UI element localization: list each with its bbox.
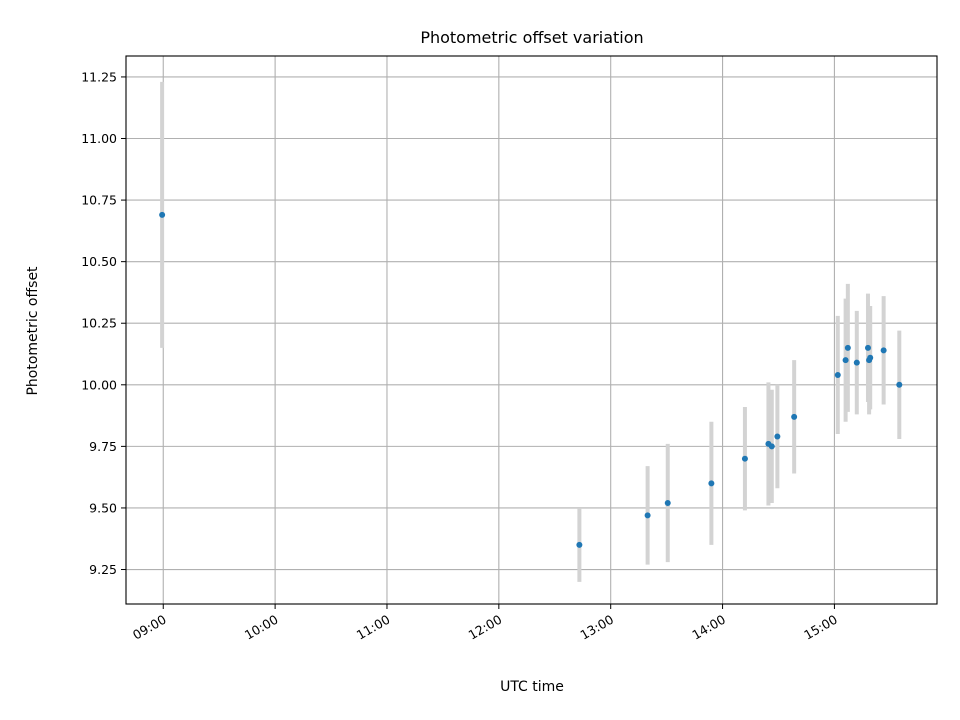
y-tick-label: 11.00 xyxy=(81,131,117,146)
grid-lines xyxy=(126,56,937,604)
data-point xyxy=(834,371,841,378)
x-tick-label: 10:00 xyxy=(242,612,281,643)
data-point xyxy=(741,455,748,462)
x-tick-label: 15:00 xyxy=(801,612,840,643)
x-tick-label: 09:00 xyxy=(130,612,169,643)
data-point xyxy=(644,512,651,519)
y-axis-ticks: 9.25 9.50 9.75 10.00 10.25 10.50 10.75 11.00 11.… xyxy=(81,69,126,577)
data-points xyxy=(159,211,903,548)
data-point xyxy=(708,480,715,487)
x-tick-label: 14:00 xyxy=(689,612,728,643)
y-tick-label: 10.50 xyxy=(81,254,117,269)
data-point xyxy=(853,359,860,366)
plot-frame xyxy=(125,55,938,605)
data-point xyxy=(880,347,887,354)
y-tick-label: 9.50 xyxy=(89,500,117,515)
data-point xyxy=(864,344,871,351)
data-point xyxy=(768,443,775,450)
data-point xyxy=(774,433,781,440)
y-tick-label: 10.75 xyxy=(81,193,117,208)
chart-title: Photometric offset variation xyxy=(420,28,643,47)
x-tick-label: 11:00 xyxy=(354,612,393,643)
data-point xyxy=(867,354,874,361)
y-tick-label: 9.25 xyxy=(89,562,117,577)
y-tick-label: 9.75 xyxy=(89,439,117,454)
error-bars xyxy=(160,81,902,582)
y-tick-label: 10.25 xyxy=(81,316,117,331)
x-tick-label: 13:00 xyxy=(577,612,616,643)
data-point xyxy=(664,500,671,507)
y-axis-label: Photometric offset xyxy=(25,266,41,396)
y-tick-label: 11.25 xyxy=(81,69,117,84)
data-point xyxy=(576,541,583,548)
data-point xyxy=(844,344,851,351)
data-point xyxy=(159,211,166,218)
x-tick-label: 12:00 xyxy=(466,612,505,643)
x-axis-label: UTC time xyxy=(500,679,564,695)
data-point xyxy=(791,413,798,420)
data-point xyxy=(896,381,903,388)
data-point xyxy=(842,357,849,364)
y-tick-label: 10.00 xyxy=(81,377,117,392)
x-axis-ticks: 09:00 10:00 11:00 12:00 13:00 14:00 15:00 xyxy=(130,604,840,643)
